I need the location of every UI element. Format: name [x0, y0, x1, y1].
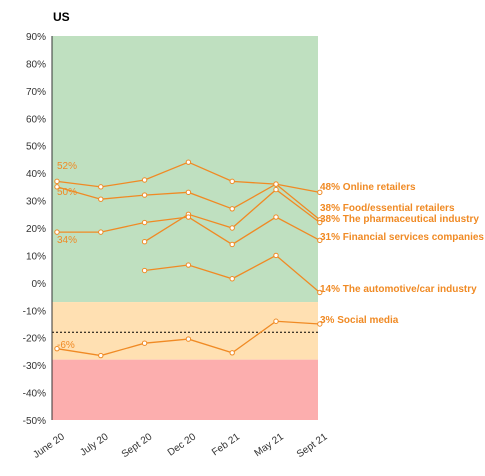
data-point — [98, 184, 104, 190]
x-tick-label: Sept 21 — [295, 431, 330, 460]
data-point — [98, 352, 104, 359]
data-point — [141, 340, 148, 346]
data-point — [317, 321, 323, 327]
data-point — [98, 229, 104, 235]
y-tick-label: -10% — [23, 306, 46, 317]
y-tick-label: -40% — [23, 389, 46, 400]
data-point — [185, 262, 192, 268]
y-tick-label: 90% — [26, 32, 46, 43]
y-tick-label: 20% — [26, 224, 46, 235]
x-tick-label: May 21 — [253, 431, 287, 459]
data-point — [317, 237, 323, 244]
data-point — [141, 192, 148, 198]
x-tick-label: Dec 20 — [166, 431, 199, 458]
y-tick-label: 50% — [26, 142, 46, 153]
series-end-label: 38% Food/essential retailers — [320, 203, 455, 214]
series-start-label: -6% — [57, 340, 75, 351]
series-start-label: 34% — [57, 235, 77, 246]
band-2 — [52, 359, 318, 420]
series-end-label: 48% Online retailers — [320, 182, 416, 193]
y-tick-label: -50% — [23, 416, 46, 427]
data-point — [54, 345, 60, 352]
x-tick-label: June 20 — [31, 431, 67, 461]
data-point — [229, 225, 235, 231]
data-point — [273, 186, 279, 193]
data-point — [273, 214, 279, 220]
data-point — [273, 181, 279, 187]
y-tick-label: 0% — [32, 279, 47, 290]
y-tick-label: 60% — [26, 114, 46, 125]
data-point — [185, 159, 192, 165]
data-point — [141, 219, 148, 226]
x-tick-label: Sept 20 — [120, 431, 155, 460]
y-tick-label: 70% — [26, 87, 46, 98]
data-point — [317, 219, 323, 226]
series-start-label: 50% — [57, 187, 77, 198]
data-point — [273, 252, 279, 259]
band-0 — [52, 36, 318, 303]
data-point — [229, 350, 235, 356]
band-1 — [52, 302, 318, 360]
y-tick-label: 40% — [26, 169, 46, 180]
series-end-label: 38% The pharmaceutical industry — [320, 214, 479, 225]
data-point — [229, 206, 235, 212]
data-point — [54, 229, 60, 235]
data-point — [185, 214, 192, 220]
data-point — [229, 178, 235, 185]
x-axis: June 20 July 20 Sept 20 Dec 20 Feb 21 May 21 S… — [31, 431, 330, 461]
y-axis: 90% 80% 70% 60% 50% 40% 30% 20% 10% 0% -10% -20% -30… — [23, 32, 53, 427]
data-point — [98, 196, 104, 202]
series-labels: 48% Online retailers 52% 38% Food/essentia… — [57, 161, 484, 351]
series-end-label: 3% Social media — [320, 315, 399, 326]
data-point — [141, 267, 148, 274]
data-point — [317, 289, 323, 296]
data-point — [185, 189, 192, 196]
series-end-label: 14% The automotive/car industry — [320, 284, 477, 295]
series-start-label: 52% — [57, 161, 77, 172]
data-point — [229, 241, 235, 248]
region-label: US — [53, 10, 70, 24]
data-point — [185, 336, 192, 342]
x-tick-label: Feb 21 — [210, 431, 242, 458]
data-point — [141, 177, 148, 183]
data-point — [317, 189, 323, 196]
data-point — [273, 318, 279, 324]
y-tick-label: -30% — [23, 361, 46, 372]
series-end-label: 31% Financial services companies — [320, 232, 484, 243]
data-point — [54, 178, 60, 185]
series-group — [54, 159, 323, 359]
y-tick-label: -20% — [23, 334, 46, 345]
data-point — [229, 276, 235, 282]
background-bands — [52, 36, 318, 420]
data-point — [141, 239, 148, 245]
y-tick-label: 30% — [26, 197, 46, 208]
y-tick-label: 10% — [26, 251, 46, 262]
y-tick-label: 80% — [26, 59, 46, 70]
x-tick-label: July 20 — [78, 431, 111, 458]
data-point — [54, 184, 60, 190]
